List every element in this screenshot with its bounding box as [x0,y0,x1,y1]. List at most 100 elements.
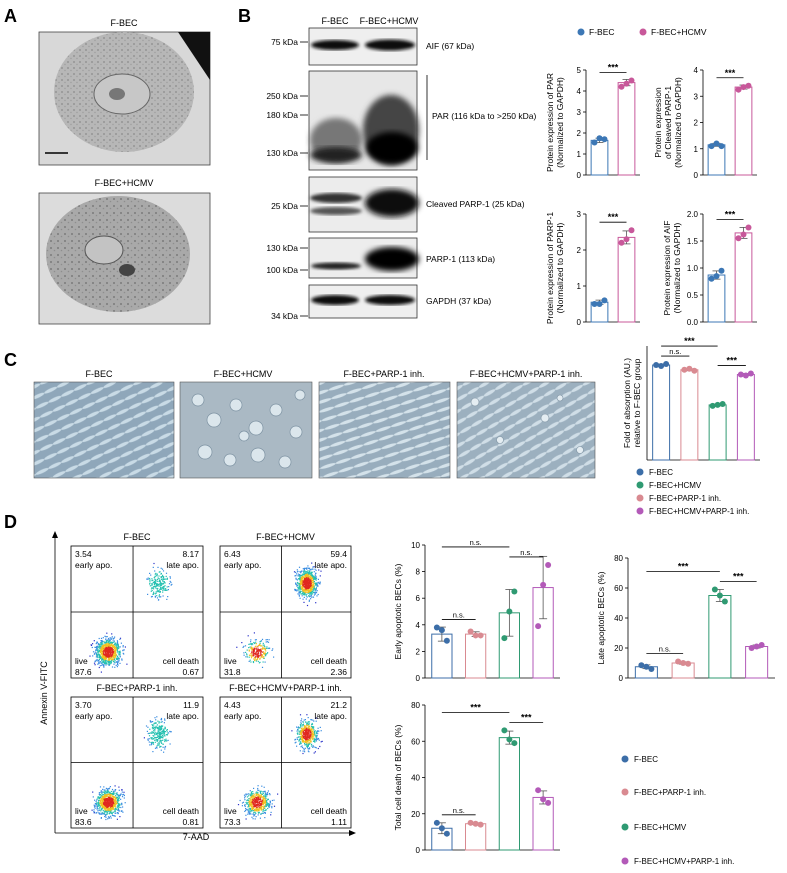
flow-event [119,794,121,796]
flow-event [317,727,319,729]
blot-par [308,70,419,171]
flow-event [161,576,163,578]
flow-event [103,796,105,798]
flow-event [311,589,313,591]
flow-event [307,591,309,594]
flow-event [309,739,311,741]
flow-event [106,643,108,645]
flow-event [309,590,311,592]
flow-event [273,805,276,807]
flow-event [149,583,151,585]
flow-event [98,797,100,799]
flow-event [308,567,310,569]
data-point [601,297,608,304]
flow-event [106,792,109,794]
quadrant-ur-label: late apo. [166,711,199,721]
flow-event [108,805,110,808]
y-axis-label-line: Late apoptotic BECs (%) [596,571,606,664]
data-point [540,581,547,588]
flow-event [160,573,162,575]
quadrant-ul-value: 3.54 [75,549,92,559]
flow-event [264,817,266,819]
flow-event [154,731,156,733]
flow-event [302,738,304,740]
flow-event [264,805,266,808]
flow-event [156,745,158,747]
flow-event [106,795,108,797]
flow-event [251,654,253,656]
flow-event [105,658,107,661]
flow-event [264,802,266,804]
flow-event [110,644,112,646]
flow-event [311,735,313,737]
flow-event [155,585,157,587]
flow-event [313,581,315,583]
flow-event [266,802,268,804]
flow-event [159,738,161,740]
flow-event [107,640,109,642]
flow-event [102,813,104,815]
flow-event [311,733,313,735]
flow-event [149,580,151,582]
flow-event [256,645,258,647]
flow-event [300,575,302,577]
significance-label: n.s. [453,610,465,619]
flow-event [304,740,306,742]
flow-event [301,718,303,720]
y-tick-label: 0 [577,171,582,180]
flow-event [313,571,315,573]
legend-d: F-BEC F-BEC+PARP-1 inh. F-BEC+HCMV F-BEC… [621,755,734,866]
quadrant-ul-label: early apo. [224,560,261,570]
flow-event [309,592,311,594]
flow-event [246,656,248,658]
y-tick-label: 0 [416,846,421,855]
flow-event [257,809,259,811]
data-point [433,819,440,826]
flow-event [110,799,113,801]
flow-event [298,578,300,580]
flow-event [249,800,251,802]
significance-label: n.s. [669,347,681,356]
flow-event [117,655,119,658]
flow-event [91,646,93,649]
flow-event [272,648,274,650]
data-point [685,660,692,667]
flow-event [294,742,296,744]
flow-event [314,592,316,594]
flow-event [249,659,251,661]
flow-event [108,647,110,649]
flow-event [116,655,118,657]
flow-event [126,663,128,665]
flow-event [150,720,152,723]
flow-event [300,578,302,580]
flow-event [299,743,301,745]
flow-event [248,793,250,795]
flow-event [116,805,118,807]
flow-event [315,720,317,722]
flow-event [252,797,254,799]
flow-event [161,582,163,584]
flow-event [251,655,253,658]
quadrant-lr-value: 1.11 [331,817,347,827]
flow-event [314,733,316,735]
flow-event [317,747,319,750]
flow-event [255,655,257,657]
data-point [628,227,635,234]
flow-event [155,719,157,721]
flow-event [90,644,93,646]
flow-event [154,578,156,580]
flow-event [123,793,125,795]
flow-event [302,730,304,732]
flow-event [117,661,119,663]
flow-event [259,643,261,646]
flow-event [95,649,97,651]
flow-event [104,658,106,661]
flow-event [157,739,159,741]
flow-event [245,818,247,820]
flow-event [248,803,251,805]
quadrant-ur-value: 8.17 [182,549,199,559]
flow-event [118,798,120,800]
flow-event [101,646,103,648]
flow-event [107,648,109,650]
flow-event [295,741,297,743]
